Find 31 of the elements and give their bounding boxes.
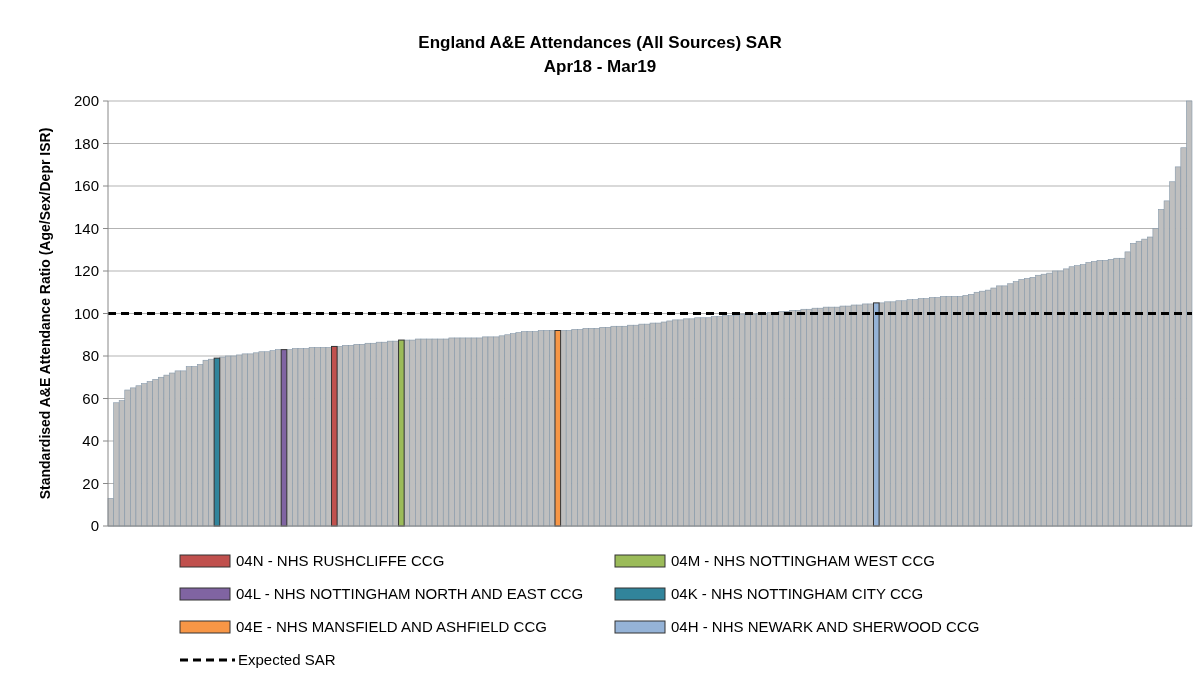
y-tick-label: 200 bbox=[73, 92, 99, 110]
bar bbox=[113, 402, 120, 527]
legend-label: 04L - NHS NOTTINGHAM NORTH AND EAST CCG bbox=[236, 585, 584, 603]
y-axis-title: Standardised A&E Attendance Ratio (Age/Sex/Depr ISR) bbox=[37, 127, 53, 500]
legend-label: Expected SAR bbox=[238, 651, 336, 669]
bar bbox=[342, 345, 349, 527]
y-tick-label: 100 bbox=[73, 304, 99, 322]
legend-label: 04N - NHS RUSHCLIFFE CCG bbox=[236, 552, 445, 570]
bar bbox=[280, 349, 288, 527]
legend-label: 04E - NHS MANSFIELD AND ASHFIELD CCG bbox=[236, 618, 547, 636]
y-tick-label: 60 bbox=[82, 389, 99, 407]
bar bbox=[398, 339, 405, 527]
bar bbox=[331, 345, 338, 527]
bar bbox=[873, 302, 880, 527]
legend-label: 04K - NHS NOTTINGHAM CITY CCG bbox=[671, 585, 924, 603]
legend-label: 04M - NHS NOTTINGHAM WEST CCG bbox=[671, 552, 935, 570]
legend-label: 04H - NHS NEWARK AND SHERWOOD CCG bbox=[671, 618, 980, 636]
y-tick-label: 0 bbox=[90, 517, 99, 535]
chart-subtitle: Apr18 - Mar19 bbox=[543, 57, 657, 76]
bar bbox=[213, 357, 221, 527]
bar bbox=[884, 301, 891, 527]
y-tick-label: 160 bbox=[73, 177, 99, 195]
y-tick-label: 180 bbox=[73, 134, 99, 152]
bar bbox=[409, 339, 416, 527]
y-tick-label: 120 bbox=[73, 262, 99, 280]
y-tick-label: 40 bbox=[82, 432, 99, 450]
chart-title: England A&E Attendances (All Sources) SAR bbox=[418, 33, 782, 52]
y-tick-label: 20 bbox=[82, 474, 99, 492]
y-tick-label: 80 bbox=[82, 347, 99, 365]
bar bbox=[554, 330, 562, 527]
y-tick-label: 140 bbox=[73, 219, 99, 237]
